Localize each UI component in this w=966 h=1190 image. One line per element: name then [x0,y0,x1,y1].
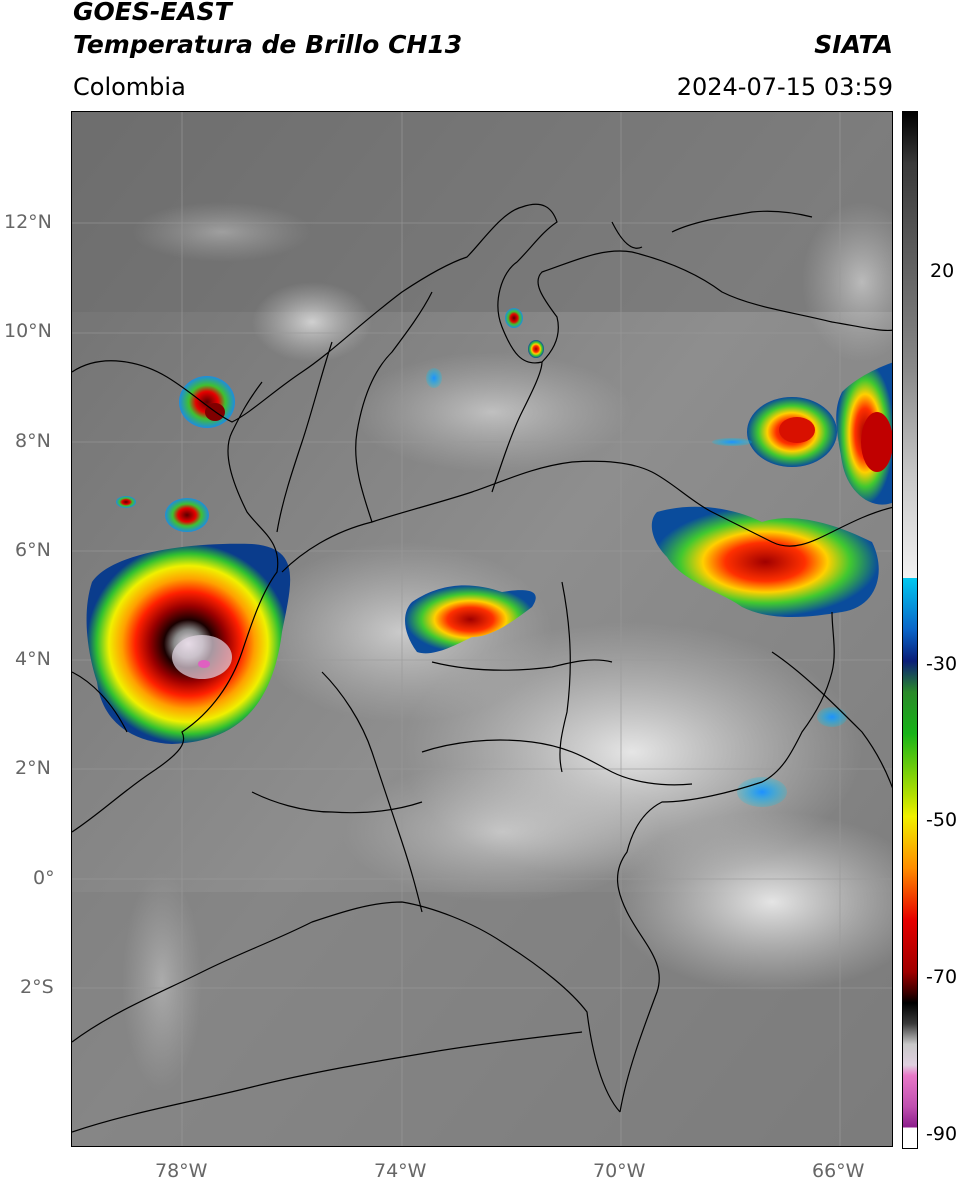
colorbar-label-20: 20 [930,260,955,282]
lon-label-74w: 74°W [374,1160,427,1182]
region-label: Colombia [73,73,186,101]
colorbar-label-minus90: -90 [926,1123,958,1145]
lat-label-8n: 8°N [15,430,51,452]
datetime-label: 2024-07-15 03:59 [676,73,893,101]
lat-label-4n: 4°N [15,648,51,670]
satellite-map[interactable] [71,111,893,1147]
colorbar-label-minus30: -30 [926,653,958,675]
lon-label-66w: 66°W [812,1160,865,1182]
lon-label-78w: 78°W [155,1160,208,1182]
lat-label-6n: 6°N [15,539,51,561]
lat-label-10n: 10°N [4,320,52,342]
lat-label-2s: 2°S [20,976,54,998]
product-title: Temperatura de Brillo CH13 [73,30,463,59]
lon-label-70w: 70°W [593,1160,646,1182]
lat-label-12n: 12°N [4,211,52,233]
lat-label-2n: 2°N [15,757,51,779]
agency-label: SIATA [814,30,893,59]
satellite-title: GOES-EAST [73,0,232,26]
lat-label-0: 0° [33,867,55,889]
colorbar-label-minus70: -70 [926,966,958,988]
colorbar-label-minus50: -50 [926,809,958,831]
map-canvas [72,112,892,1146]
temperature-colorbar [902,111,918,1149]
storm-cells [86,308,892,807]
